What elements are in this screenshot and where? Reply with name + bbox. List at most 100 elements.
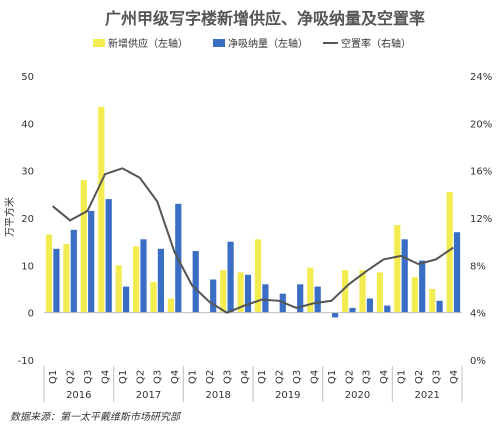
bar-absorption (419, 260, 426, 313)
bar-supply (254, 239, 262, 313)
y-tick-label: 30 (21, 167, 34, 178)
bar-supply (446, 192, 453, 313)
x-tick-label: Q2 (135, 370, 146, 384)
bar-supply (98, 106, 105, 313)
bar-absorption (105, 199, 112, 313)
bar-supply (115, 265, 122, 313)
x-tick-label: Q2 (205, 370, 216, 384)
x-tick-label: Q1 (327, 370, 338, 384)
y-axis-label: 万平方米 (3, 197, 16, 237)
y2-tick-label: 0% (470, 356, 486, 367)
y-axis-right: 24% 20% 16% 12% 8% 4% 0% (470, 72, 492, 367)
bar-absorption (314, 286, 321, 313)
bars (45, 106, 461, 318)
x-tick-label: Q1 (257, 370, 268, 384)
x-tick-label: Q2 (275, 370, 286, 384)
bar-absorption (401, 239, 408, 313)
y-tick-label: 10 (21, 261, 34, 272)
x-tick-label: Q3 (83, 370, 94, 384)
bar-absorption (436, 300, 443, 313)
x-year-label: 2019 (275, 390, 300, 401)
y-tick-label: 40 (21, 119, 34, 130)
x-tick-label: Q4 (170, 370, 181, 384)
y-tick-label: 20 (21, 214, 34, 225)
x-axis: Q1 Q2 Q3 Q4 Q1 Q2 Q3 Q4 Q1 Q2 Q3 Q4 Q1 Q2 Q3 Q4 Q1 Q2 Q3 Q4… (43, 366, 463, 402)
bar-supply (342, 270, 349, 313)
x-tick-label: Q4 (101, 370, 112, 384)
bar-absorption (227, 241, 234, 313)
bar-supply (359, 270, 366, 313)
bar-absorption (123, 286, 130, 313)
y2-tick-label: 8% (470, 261, 486, 272)
x-year-label: 2021 (414, 390, 439, 401)
bar-supply (220, 270, 227, 313)
bar-absorption (140, 239, 147, 313)
legend-label-supply: 新增供应（左轴） (108, 37, 188, 50)
x-tick-label: Q1 (188, 370, 199, 384)
y2-tick-label: 24% (470, 72, 492, 83)
legend-label-absorption: 净吸纳量（左轴） (228, 37, 308, 50)
bar-absorption (192, 251, 199, 313)
bar-supply (307, 267, 314, 313)
bar-supply (80, 180, 87, 313)
bar-supply (376, 272, 383, 313)
bar-supply (411, 277, 418, 313)
x-tick-label: Q3 (153, 370, 164, 384)
chart-title: 广州甲级写字楼新增供应、净吸纳量及空置率 (105, 9, 425, 28)
y-tick-label: 50 (21, 72, 34, 83)
x-tick-label: Q2 (66, 370, 77, 384)
vacancy-rate-line (52, 167, 454, 314)
x-tick-label: Q3 (222, 370, 233, 384)
bar-supply (394, 225, 401, 313)
x-tick-label: Q4 (379, 370, 390, 384)
bar-supply (237, 272, 244, 313)
x-tick-label: Q3 (292, 370, 303, 384)
source-note: 数据来源：第一太平戴维斯市场研究部 (10, 411, 182, 423)
bar-absorption (332, 312, 339, 318)
x-tick-label: Q1 (118, 370, 129, 384)
bar-absorption (453, 232, 461, 313)
bar-supply (429, 289, 436, 313)
y-tick-label: -10 (18, 356, 34, 367)
x-tick-label: Q2 (344, 370, 355, 384)
bar-absorption (210, 279, 217, 313)
bar-supply (167, 298, 174, 313)
bar-absorption (262, 284, 269, 313)
x-tick-label: Q1 (48, 370, 59, 384)
bar-absorption (366, 298, 373, 313)
legend-label-vacancy: 空置率（右轴） (341, 37, 411, 50)
x-year-label: 2016 (66, 390, 91, 401)
bar-supply (133, 246, 140, 313)
x-tick-label: Q3 (431, 370, 442, 384)
bar-absorption (157, 248, 164, 313)
y2-tick-label: 20% (470, 119, 492, 130)
bar-absorption (384, 305, 391, 313)
x-tick-label: Q1 (397, 370, 408, 384)
y-tick-label: 0 (28, 309, 34, 320)
legend: 新增供应（左轴） 净吸纳量（左轴） 空置率（右轴） (93, 37, 411, 50)
bar-supply (45, 234, 53, 313)
bar-supply (63, 244, 70, 313)
bar-supply (150, 281, 157, 313)
bar-absorption (88, 210, 95, 313)
x-year-label: 2020 (345, 390, 370, 401)
y2-tick-label: 4% (470, 309, 486, 320)
y2-tick-label: 12% (470, 214, 492, 225)
legend-swatch-absorption (213, 39, 225, 47)
x-year-label: 2017 (136, 390, 161, 401)
y2-tick-label: 16% (470, 167, 492, 178)
x-tick-label: Q4 (310, 370, 321, 384)
bar-absorption (244, 274, 252, 313)
bar-absorption (297, 284, 304, 313)
x-tick-label: Q4 (240, 370, 251, 384)
x-year-label: 2018 (205, 390, 230, 401)
x-tick-label: Q4 (449, 370, 460, 384)
x-tick-label: Q3 (362, 370, 373, 384)
bar-absorption (70, 229, 77, 313)
y-axis-left: 50 40 30 20 10 0 -10 (18, 72, 34, 367)
bar-absorption (53, 248, 60, 313)
legend-swatch-supply (93, 39, 105, 47)
x-tick-label: Q2 (414, 370, 425, 384)
bar-absorption (349, 307, 356, 313)
